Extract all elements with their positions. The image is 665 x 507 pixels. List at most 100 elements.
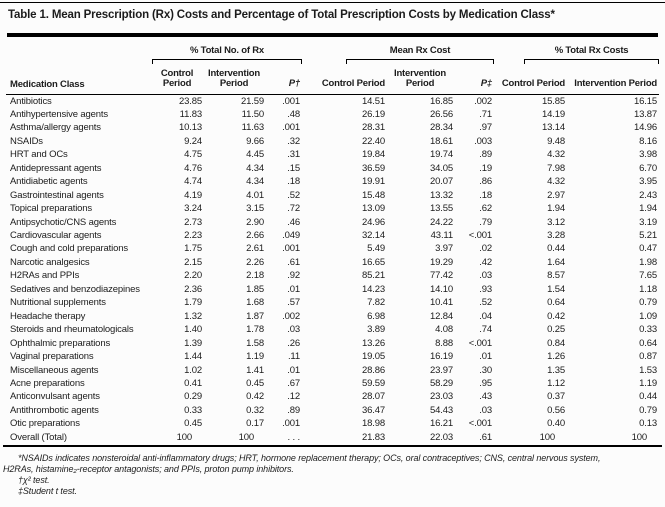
value-cell: 1.44 [184, 351, 202, 363]
value-cell: 1.78 [246, 324, 264, 336]
table-row: Miscellaneous agents 1.02 1.41 .01 28.86 23.9… [6, 364, 659, 377]
value-cell: 4.34 [246, 176, 264, 188]
value-cell: 1.39 [184, 337, 202, 349]
col-header-control-3: Control Period [494, 64, 568, 95]
value-cell: .89 [287, 404, 300, 416]
value-cell: 1.98 [639, 256, 658, 268]
value-cell: 4.32 [547, 149, 566, 161]
value-cell: 1.94 [547, 203, 566, 215]
value-cell: 18.98 [361, 418, 385, 430]
value-cell: 23.97 [429, 364, 453, 376]
value-cell: 0.56 [547, 404, 566, 416]
value-cell: .001 [282, 418, 300, 430]
group-mean-rx-cost: Mean Rx Cost [302, 39, 495, 64]
value-cell: 0.41 [184, 378, 202, 390]
table-title: Table 1. Mean Prescription (Rx) Costs an… [8, 9, 555, 21]
value-cell: 0.17 [246, 418, 264, 430]
value-cell: 54.43 [429, 404, 453, 416]
value-cell: 0.33 [639, 324, 658, 336]
value-cell: 4.76 [184, 162, 202, 174]
value-cell: .01 [479, 351, 493, 363]
footnote-line: H2RAs, histamine₂-receptor antagonists; … [3, 464, 294, 474]
value-cell: 2.73 [184, 216, 202, 228]
value-cell: 26.56 [429, 108, 453, 120]
value-cell: 32.14 [361, 230, 385, 242]
value-cell: 16.19 [429, 351, 453, 363]
value-cell: 3.12 [547, 216, 566, 228]
value-cell: .04 [479, 310, 493, 322]
medication-class-cell: NSAIDs [10, 135, 43, 147]
value-cell: 100 [539, 431, 556, 443]
value-cell: 3.28 [547, 230, 566, 242]
value-cell: 15.48 [361, 189, 385, 201]
value-cell: 1.19 [246, 351, 264, 363]
value-cell: .002 [474, 95, 493, 107]
col-header-intervention-3: Intervention Period [567, 64, 660, 95]
value-cell: .12 [287, 391, 300, 403]
medication-class-cell: Asthma/allergy agents [10, 122, 101, 134]
value-cell: 18.61 [429, 135, 453, 147]
medication-class-cell: Antihypertensive agents [10, 108, 108, 120]
value-cell: .62 [479, 203, 493, 215]
table-row: Antidepressant agents 4.76 4.34 .15 36.59 34.… [6, 162, 659, 175]
value-cell: 100 [631, 431, 648, 443]
medication-class-cell: Antithrombotic agents [10, 404, 99, 416]
value-cell: .61 [287, 256, 300, 268]
value-cell: <.001 [468, 230, 493, 242]
value-cell: 0.42 [547, 310, 566, 322]
table-row: Narcotic analgesics 2.15 2.26 .61 16.65 19.29… [6, 256, 659, 269]
medication-class-cell: Topical preparations [10, 203, 93, 215]
value-cell: 21.83 [361, 431, 385, 443]
medication-class-cell: H2RAs and PPIs [10, 270, 80, 282]
table-row: Nutritional supplements 1.79 1.68 .57 7.82 10… [6, 296, 659, 309]
value-cell: 9.66 [246, 135, 264, 147]
value-cell: 1.54 [547, 283, 566, 295]
value-cell: 0.13 [639, 418, 658, 430]
value-cell: .18 [479, 189, 493, 201]
value-cell: 3.89 [367, 324, 385, 336]
value-cell: .71 [479, 108, 493, 120]
value-cell: 2.97 [547, 189, 566, 201]
value-cell: 1.35 [547, 364, 566, 376]
table-row: Anticonvulsant agents 0.29 0.42 .12 28.07 23.… [6, 390, 659, 403]
value-cell: 1.32 [184, 310, 202, 322]
value-cell: 19.74 [429, 149, 453, 161]
value-cell: 6.70 [639, 162, 658, 174]
value-cell: 36.47 [361, 404, 385, 416]
value-cell: 0.42 [246, 391, 264, 403]
value-cell: 1.79 [184, 297, 202, 309]
medication-class-cell: Cardiovascular agents [10, 230, 102, 242]
table-row: Acne preparations 0.41 0.45 .67 59.59 58.29 .9… [6, 377, 659, 390]
value-cell: 3.19 [639, 216, 658, 228]
value-cell: 14.96 [634, 122, 658, 134]
value-cell: 13.26 [361, 337, 385, 349]
value-cell: 1.40 [184, 324, 202, 336]
value-cell: 15.85 [542, 95, 566, 107]
value-cell: .52 [479, 297, 493, 309]
value-cell: 10.13 [178, 122, 202, 134]
value-cell: .11 [287, 351, 300, 363]
column-header-row: Medication Class Control Period Interven… [6, 64, 660, 95]
value-cell: 22.03 [429, 431, 453, 443]
value-cell: 1.18 [639, 283, 658, 295]
value-cell: 13.87 [634, 108, 658, 120]
value-cell: 7.82 [367, 297, 385, 309]
table-row: H2RAs and PPIs 2.20 2.18 .92 85.21 77.42 .03 8.… [6, 269, 659, 282]
value-cell: 3.97 [435, 243, 453, 255]
value-cell: 3.15 [246, 203, 264, 215]
value-cell: 4.34 [246, 162, 264, 174]
value-cell: . . . [287, 431, 301, 443]
value-cell: 28.07 [361, 391, 385, 403]
value-cell: .002 [282, 310, 300, 322]
value-cell: 4.75 [184, 149, 202, 161]
value-cell: 2.18 [246, 270, 264, 282]
table-row: Antipsychotic/CNS agents 2.73 2.90 .46 24.96… [6, 216, 659, 229]
group-header-row: % Total No. of Rx Mean Rx Cost % Total R… [6, 39, 660, 64]
value-cell: 8.16 [639, 135, 658, 147]
table-row: HRT and OCs 4.75 4.45 .31 19.84 19.74 .89 4.32 3… [6, 148, 659, 161]
medication-class-cell: Anticonvulsant agents [10, 391, 100, 403]
table-row: Cough and cold preparations 1.75 2.61 .001 5… [6, 242, 659, 255]
value-cell: 59.59 [361, 378, 385, 390]
value-cell: .42 [479, 256, 493, 268]
value-cell: 1.85 [246, 283, 264, 295]
